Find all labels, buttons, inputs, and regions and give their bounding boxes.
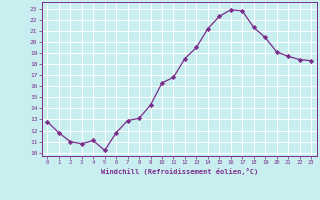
X-axis label: Windchill (Refroidissement éolien,°C): Windchill (Refroidissement éolien,°C)	[100, 168, 258, 175]
